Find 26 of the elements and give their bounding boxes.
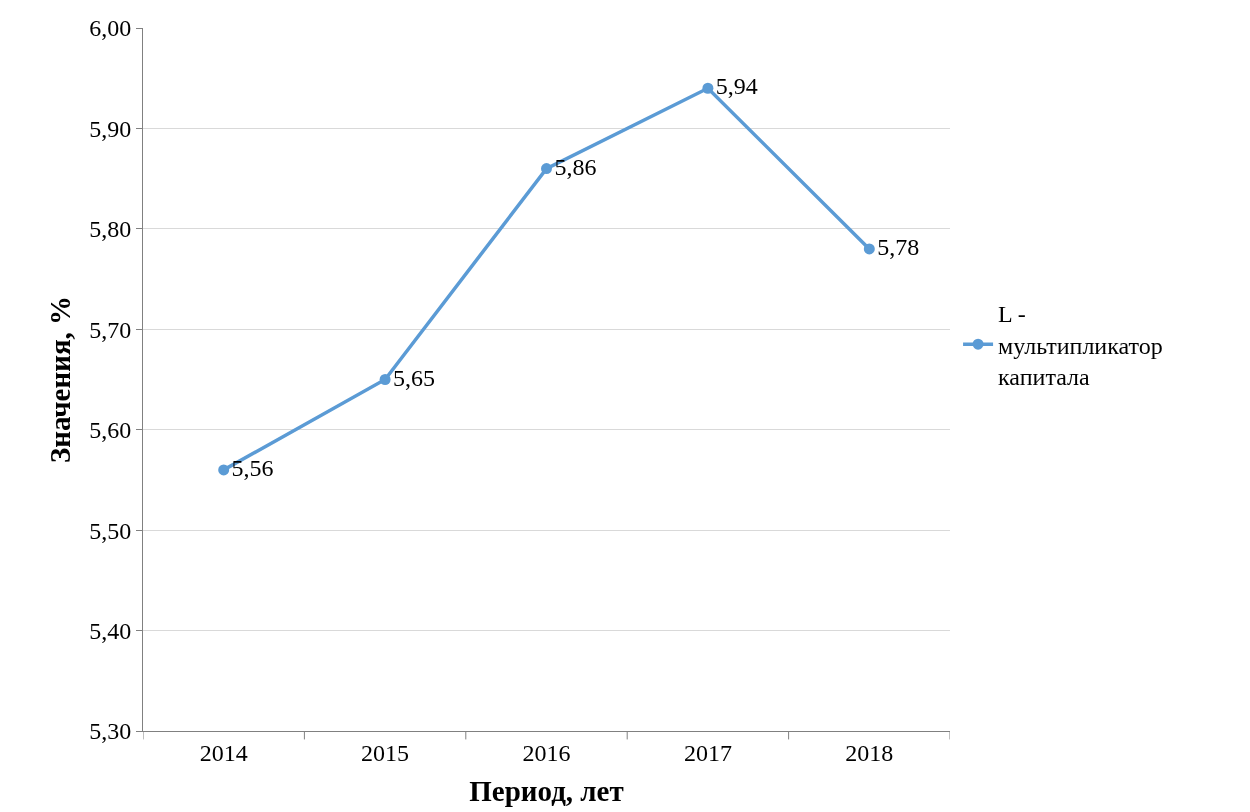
data-label: 5,65 [392,364,435,391]
x-tick-label: 2017 [683,739,732,766]
x-tick-label: 2016 [522,739,571,766]
data-label: 5,56 [231,454,274,481]
y-tick-label: 5,40 [89,617,132,644]
point [218,464,230,476]
y-tick-label: 6,00 [89,15,132,42]
y-tick-label: 5,50 [89,517,132,544]
point [863,243,875,255]
point [541,163,552,175]
y-tick-label: 5,60 [89,417,132,444]
data-label: 5,78 [877,233,920,260]
y-tick-label: 5,30 [89,718,132,745]
data-label: 5,86 [554,153,597,180]
data-label: 5,94 [715,73,758,100]
point [702,82,714,94]
x-tick-label: 2014 [199,739,248,766]
point [379,374,391,385]
legend-label: L - мультипликатор капитала [998,301,1163,390]
y-tick-label: 5,70 [89,316,132,343]
x-tick-label: 2018 [845,739,894,766]
y-axis-title: Значения, % [43,295,76,464]
x-axis-title: Период, лет [469,774,624,807]
x-tick-label: 2015 [361,739,410,766]
y-tick-label: 5,80 [89,216,132,243]
y-tick-label: 5,90 [89,115,132,142]
